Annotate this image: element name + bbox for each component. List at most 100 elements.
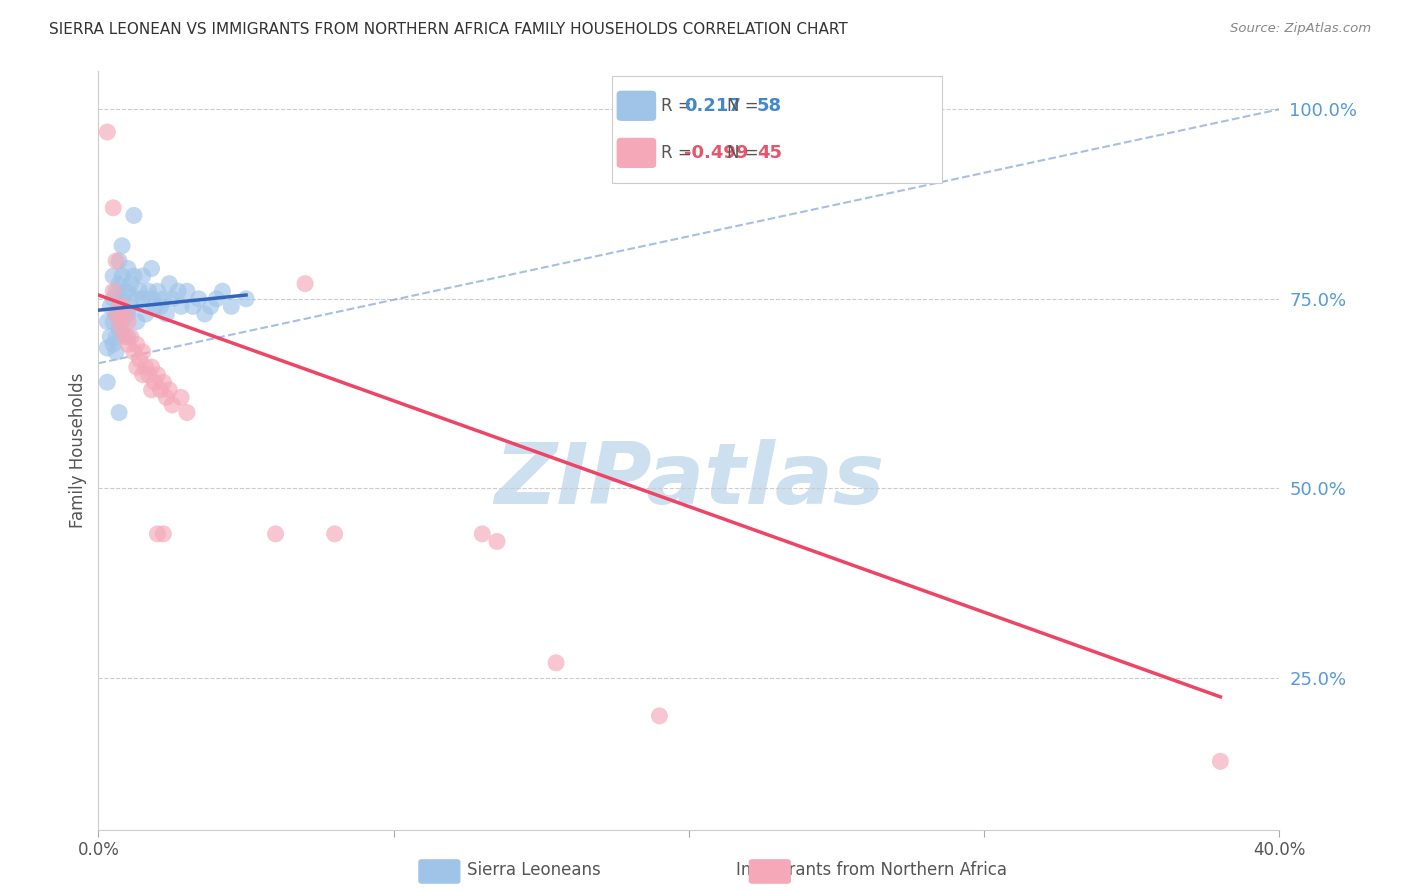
Point (105, 284, 128, 298)
Point (170, 391, 193, 405)
Point (103, 315, 125, 329)
Point (146, 284, 169, 298)
Point (152, 292, 174, 306)
Text: SIERRA LEONEAN VS IMMIGRANTS FROM NORTHERN AFRICA FAMILY HOUSEHOLDS CORRELATION : SIERRA LEONEAN VS IMMIGRANTS FROM NORTHE… (49, 22, 848, 37)
Point (105, 253, 128, 268)
Point (1209, 755, 1232, 769)
Point (138, 368, 160, 382)
Point (128, 284, 150, 298)
Point (167, 284, 190, 298)
Point (143, 300, 166, 314)
Point (141, 359, 163, 375)
Point (152, 526, 174, 541)
Point (111, 269, 134, 284)
Point (162, 292, 183, 306)
Point (105, 344, 128, 359)
Point (103, 201, 125, 215)
Point (120, 277, 142, 291)
Point (157, 383, 180, 397)
Text: -0.499: -0.499 (685, 144, 748, 161)
Point (141, 383, 163, 397)
Point (141, 292, 163, 306)
Point (117, 307, 139, 321)
Point (194, 307, 217, 321)
Point (155, 307, 177, 321)
Point (114, 307, 136, 321)
Point (120, 330, 142, 344)
Point (152, 375, 174, 389)
Text: N =: N = (727, 144, 763, 161)
Text: 58: 58 (756, 97, 782, 115)
Point (221, 300, 243, 314)
Text: Immigrants from Northern Africa: Immigrants from Northern Africa (737, 861, 1007, 879)
Point (114, 307, 136, 321)
Point (149, 383, 172, 397)
Point (122, 269, 145, 284)
Point (125, 337, 148, 351)
Point (176, 284, 198, 298)
Point (117, 330, 139, 344)
Point (96, 375, 118, 389)
Point (200, 300, 222, 314)
Point (187, 292, 209, 306)
Point (114, 330, 136, 344)
Point (125, 315, 148, 329)
Point (146, 368, 169, 382)
Point (96, 341, 118, 355)
Point (108, 322, 131, 336)
Point (211, 284, 233, 298)
Point (143, 375, 166, 389)
Point (155, 391, 177, 405)
Point (132, 292, 155, 306)
Point (103, 337, 125, 351)
Text: 45: 45 (756, 144, 782, 161)
Point (117, 315, 139, 329)
Point (108, 277, 131, 291)
Point (157, 277, 180, 291)
Point (162, 398, 183, 412)
Point (176, 405, 198, 420)
Point (141, 261, 163, 276)
Point (96, 315, 118, 329)
Point (117, 261, 139, 276)
Point (132, 368, 155, 382)
Point (149, 300, 172, 314)
Point (96, 125, 118, 139)
Point (111, 315, 134, 329)
Point (111, 292, 134, 306)
Point (170, 300, 193, 314)
Point (108, 253, 131, 268)
Point (235, 292, 257, 306)
Point (125, 359, 148, 375)
Text: ZIPatlas: ZIPatlas (494, 439, 884, 523)
Point (103, 292, 125, 306)
Point (146, 526, 169, 541)
Text: Source: ZipAtlas.com: Source: ZipAtlas.com (1230, 22, 1371, 36)
Point (471, 526, 494, 541)
Text: R =: R = (661, 144, 697, 161)
Point (128, 352, 150, 367)
Point (108, 300, 131, 314)
Point (138, 284, 160, 298)
Point (105, 307, 128, 321)
Point (108, 300, 131, 314)
Point (98, 300, 121, 314)
Point (122, 344, 145, 359)
Point (132, 344, 155, 359)
Point (117, 337, 139, 351)
Point (546, 656, 568, 670)
Point (135, 359, 157, 375)
Point (122, 209, 145, 223)
Point (648, 708, 671, 723)
Point (132, 269, 155, 284)
Point (486, 534, 509, 549)
Point (111, 322, 134, 336)
Point (105, 307, 128, 321)
Point (111, 238, 134, 253)
Point (205, 292, 228, 306)
Point (103, 269, 125, 284)
Text: 0.217: 0.217 (685, 97, 741, 115)
Point (108, 315, 131, 329)
Point (135, 307, 157, 321)
Point (125, 292, 148, 306)
